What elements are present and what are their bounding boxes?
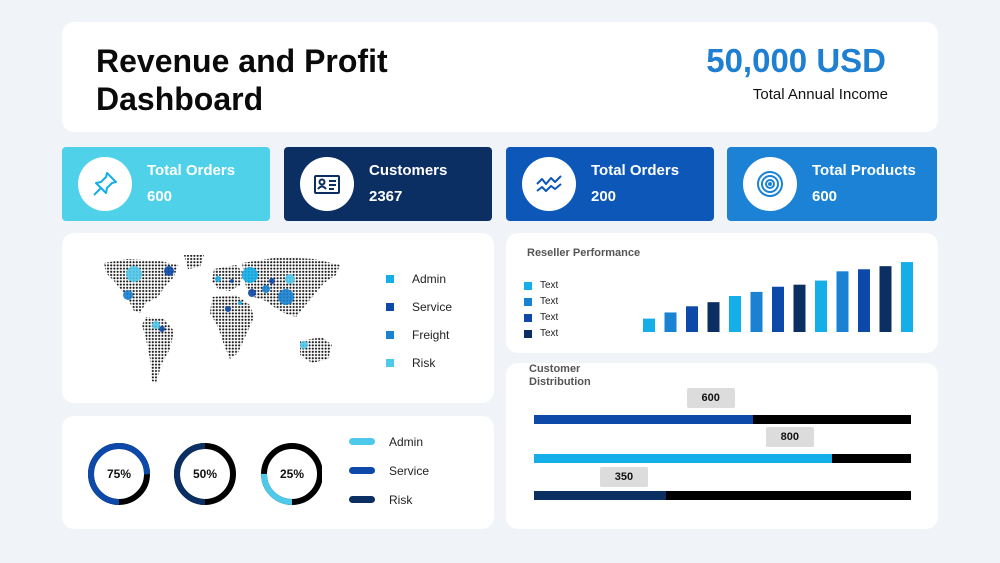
map-marker bbox=[123, 290, 133, 300]
legend-swatch bbox=[349, 467, 375, 474]
reseller-bar bbox=[772, 286, 784, 332]
map-marker bbox=[230, 279, 234, 283]
donut-label-25: 25% bbox=[279, 467, 305, 481]
kpi-value: 600 bbox=[147, 188, 173, 205]
donut-arc bbox=[174, 443, 236, 505]
distribution-track bbox=[534, 454, 911, 463]
map-marker bbox=[248, 289, 256, 297]
reseller-legend-text: Text bbox=[540, 328, 559, 339]
target-icon bbox=[743, 157, 797, 211]
kpi-title: Customers bbox=[369, 162, 448, 179]
kpi-card-total-orders[interactable]: Total Orders 600 bbox=[62, 147, 270, 221]
reseller-bar bbox=[664, 312, 677, 332]
donut-legend-admin: Admin bbox=[389, 435, 424, 449]
reseller-bar bbox=[858, 269, 870, 332]
map-marker bbox=[238, 301, 242, 305]
map-marker bbox=[126, 266, 142, 282]
kpi-title: Total Products bbox=[812, 162, 916, 179]
legend-swatch bbox=[386, 359, 394, 367]
map-marker bbox=[269, 278, 275, 284]
map-marker bbox=[242, 267, 258, 283]
reseller-bar bbox=[879, 266, 892, 332]
legend-service: Service bbox=[412, 300, 453, 314]
reseller-bar bbox=[815, 280, 827, 332]
legend-freight: Freight bbox=[412, 328, 450, 342]
world-map bbox=[104, 255, 340, 383]
legend-swatch bbox=[349, 438, 375, 445]
reseller-bar bbox=[750, 291, 763, 332]
kpi-card-total-products[interactable]: Total Products 600 bbox=[727, 147, 937, 221]
annual-income-value: 50,000 USD bbox=[706, 42, 886, 79]
map-marker bbox=[278, 289, 294, 305]
donut-legend-service: Service bbox=[389, 464, 430, 478]
reseller-bar bbox=[643, 318, 655, 332]
kpi-title: Total Orders bbox=[591, 162, 680, 179]
donut-legend-risk: Risk bbox=[389, 493, 413, 507]
customer-distribution-panel: Customer Distribution 600 800 350 bbox=[506, 363, 938, 529]
reseller-bar bbox=[793, 284, 806, 332]
distribution-value-tag: 350 bbox=[599, 467, 648, 487]
donut-label-75: 75% bbox=[106, 467, 132, 481]
kpi-card-total-orders-2[interactable]: Total Orders 200 bbox=[506, 147, 714, 221]
map-marker bbox=[262, 285, 270, 293]
reseller-performance-panel: Reseller Performance Text Text Text Text bbox=[506, 233, 938, 353]
legend-swatch bbox=[524, 298, 532, 306]
distribution-fill bbox=[534, 454, 832, 463]
donut-label-50: 50% bbox=[192, 467, 218, 481]
map-marker bbox=[285, 274, 295, 284]
reseller-title: Reseller Performance bbox=[527, 247, 641, 259]
distribution-track bbox=[534, 415, 911, 424]
reseller-legend-text: Text bbox=[540, 296, 559, 307]
legend-admin: Admin bbox=[412, 272, 447, 286]
map-marker bbox=[159, 326, 165, 332]
map-marker bbox=[152, 321, 160, 329]
reseller-legend-text: Text bbox=[540, 280, 559, 291]
map-marker bbox=[300, 341, 308, 349]
reseller-bar bbox=[707, 302, 720, 332]
reseller-bar bbox=[686, 306, 698, 332]
reseller-bar-chart bbox=[643, 262, 913, 332]
world-map-panel: Admin Service Freight Risk bbox=[62, 233, 494, 403]
distribution-title: Customer Distribution bbox=[529, 363, 591, 388]
pin-icon bbox=[78, 157, 132, 211]
reseller-bar bbox=[729, 296, 741, 332]
distribution-track bbox=[534, 491, 911, 500]
reseller-legend-text: Text bbox=[540, 312, 559, 323]
legend-swatch bbox=[524, 282, 532, 290]
legend-risk: Risk bbox=[412, 356, 436, 370]
reseller-bar bbox=[901, 262, 913, 332]
map-marker bbox=[215, 276, 221, 282]
kpi-value: 600 bbox=[812, 188, 838, 205]
legend-swatch bbox=[349, 496, 375, 503]
kpi-card-customers[interactable]: Customers 2367 bbox=[284, 147, 492, 221]
distribution-value-tag: 600 bbox=[686, 388, 735, 408]
donut-arc bbox=[261, 443, 322, 505]
map-marker bbox=[164, 266, 174, 276]
distribution-fill bbox=[534, 491, 666, 500]
legend-swatch bbox=[386, 331, 394, 339]
legend-swatch bbox=[524, 314, 532, 322]
kpi-value: 2367 bbox=[369, 188, 403, 205]
distribution-value-tag: 800 bbox=[765, 427, 814, 447]
header-panel: Revenue and Profit Dashboard 50,000 USD … bbox=[62, 22, 938, 132]
distribution-fill bbox=[534, 415, 753, 424]
legend-swatch bbox=[524, 330, 532, 338]
id-card-icon bbox=[300, 157, 354, 211]
map-marker bbox=[225, 306, 231, 312]
reseller-bar bbox=[836, 271, 849, 332]
annual-income-label: Total Annual Income bbox=[752, 86, 888, 103]
legend-swatch bbox=[386, 275, 394, 283]
page-title: Revenue and Profit Dashboard bbox=[96, 43, 388, 117]
donut-arc bbox=[88, 443, 150, 505]
donut-panel: 75% 50% 25% Admin Service Risk bbox=[62, 416, 494, 529]
donut-charts bbox=[88, 443, 322, 505]
kpi-value: 200 bbox=[591, 188, 617, 205]
legend-swatch bbox=[386, 303, 394, 311]
kpi-title: Total Orders bbox=[147, 162, 236, 179]
trend-icon bbox=[522, 157, 576, 211]
